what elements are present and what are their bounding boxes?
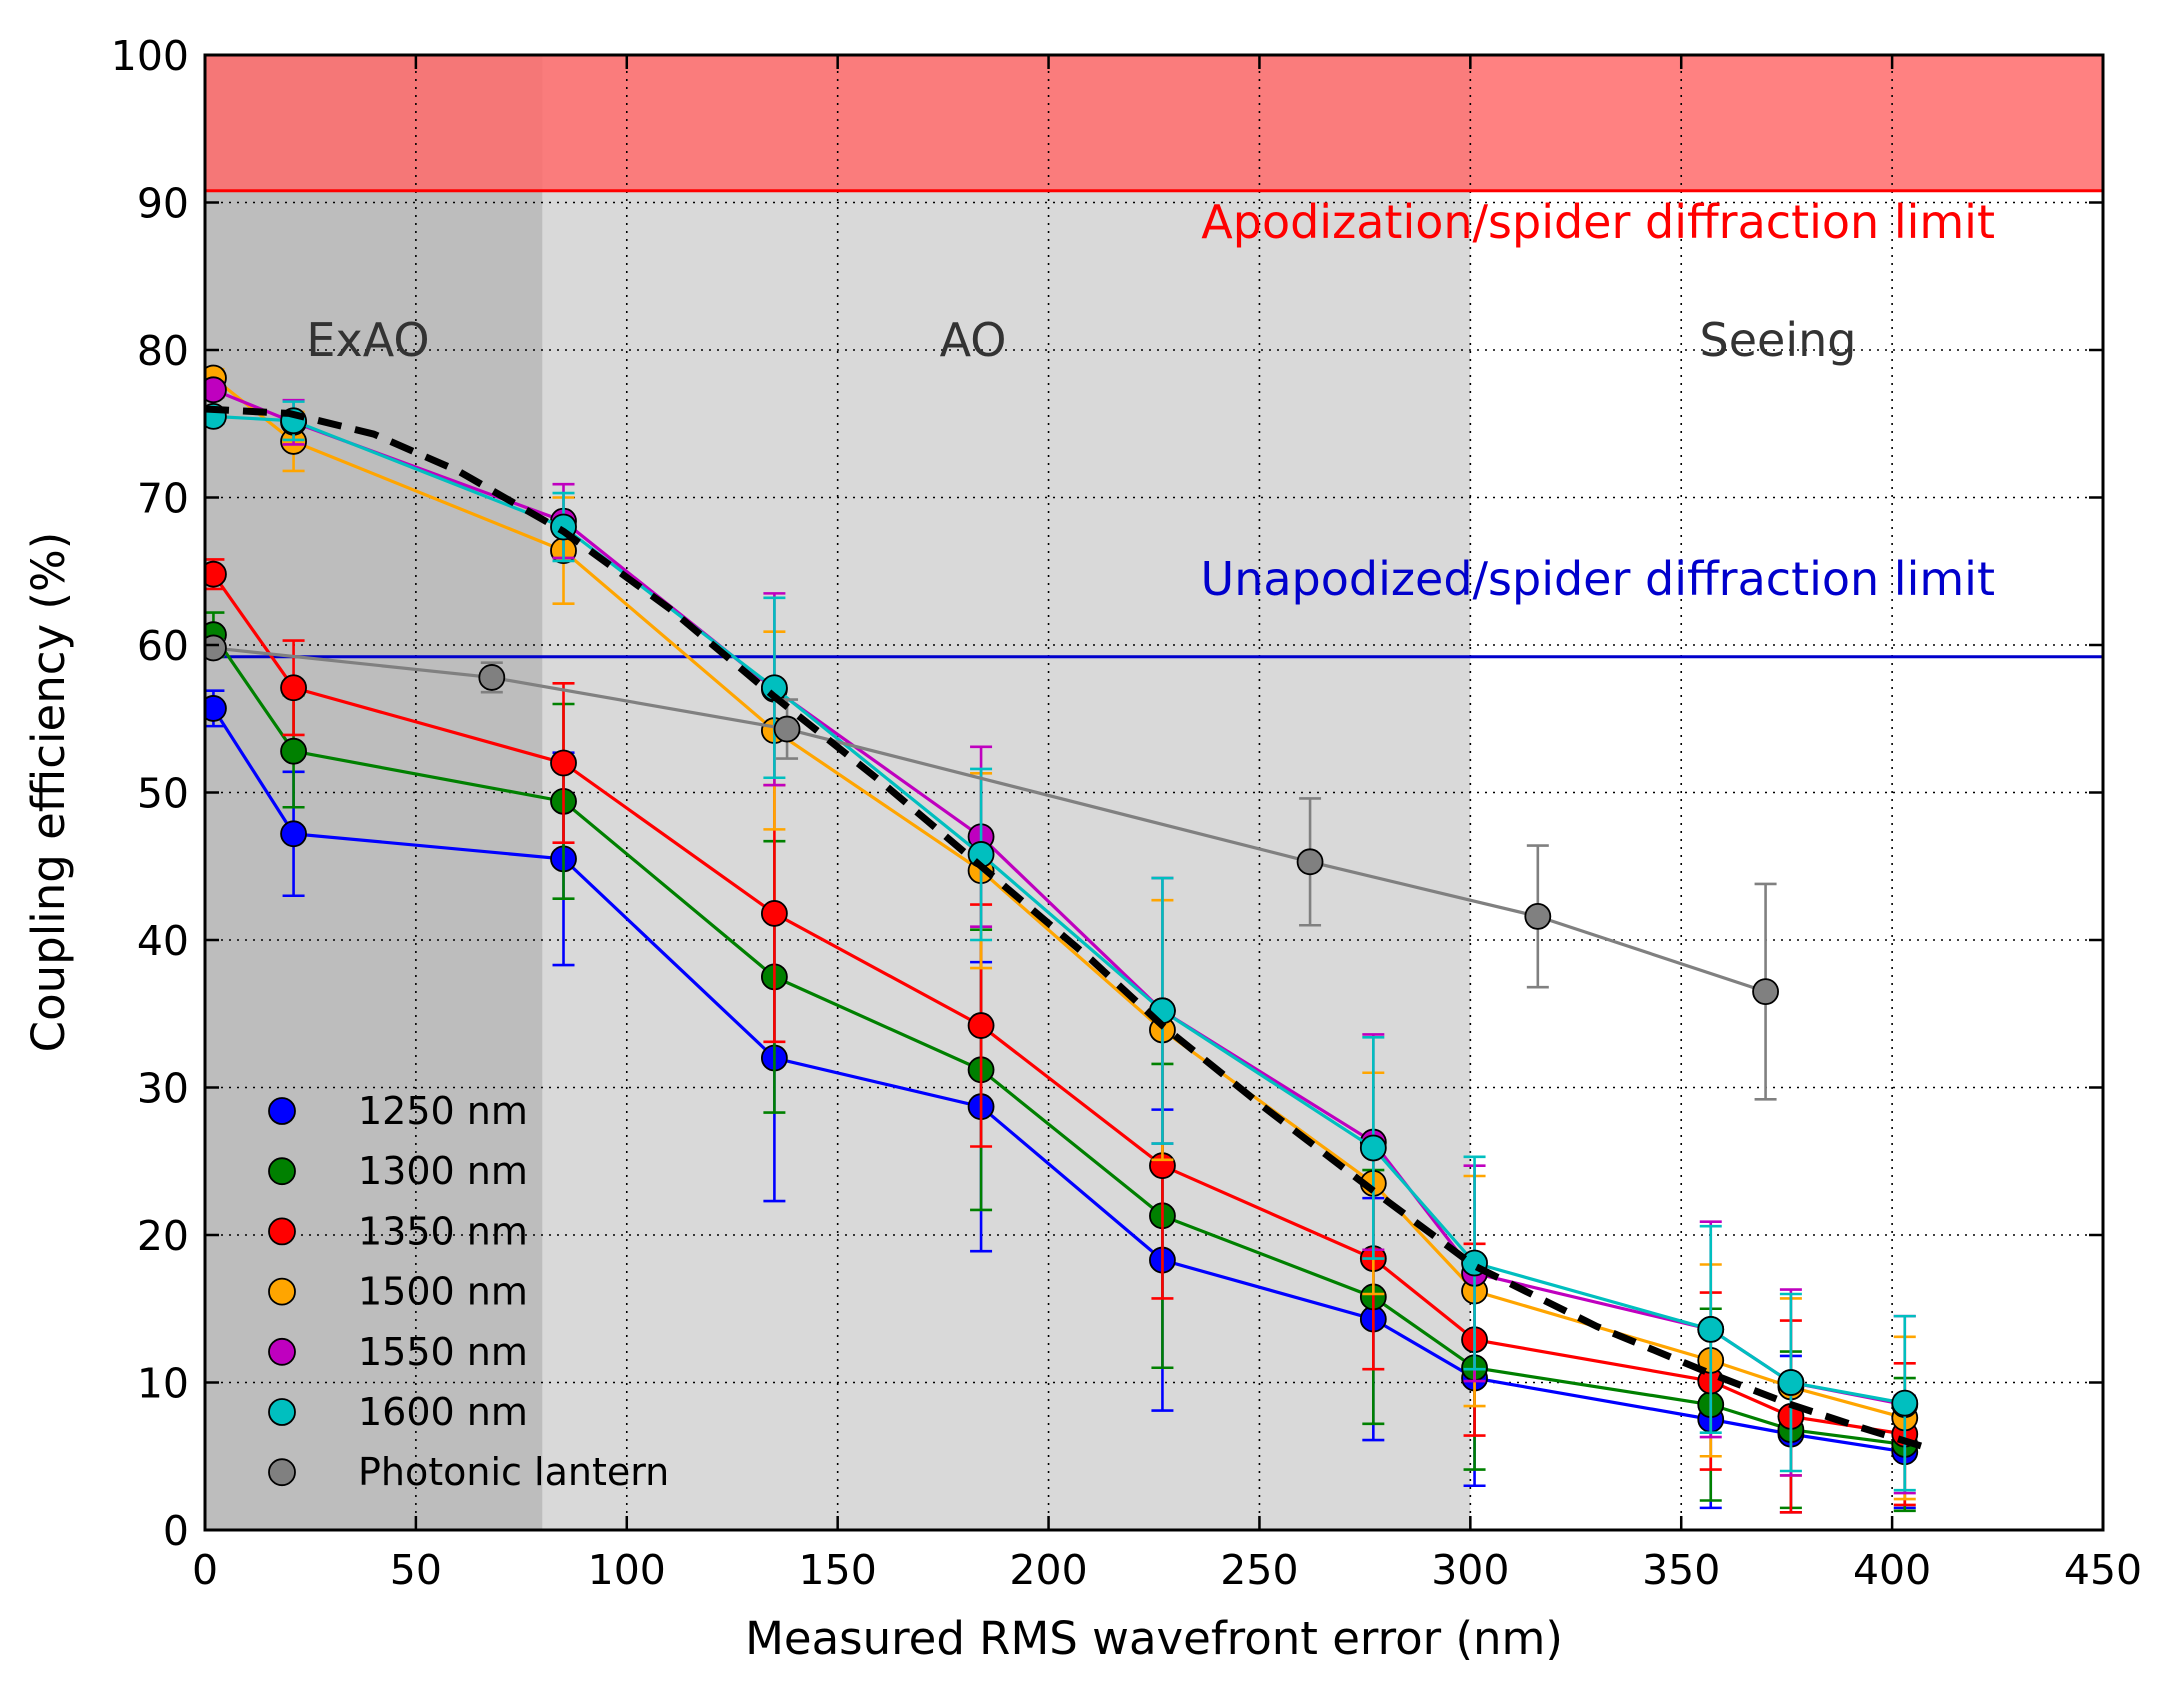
upper-limit-band xyxy=(205,55,2103,191)
legend-label-1600-nm: 1600 nm xyxy=(358,1390,528,1434)
hline-label-unapodized-spider-diffraction-limit: Unapodized/spider diffraction limit xyxy=(1201,552,1995,606)
region-labels: Apodization/spider diffraction limit Unap… xyxy=(306,195,1995,606)
series-photonic-lantern xyxy=(205,634,1779,1101)
hline-label-apodization-spider-diffraction-limit: Apodization/spider diffraction limit xyxy=(1201,195,1995,249)
fit-curve xyxy=(205,405,1927,1451)
y-tick-label: 40 xyxy=(137,917,189,965)
data-point xyxy=(280,737,307,765)
y-tick-label: 50 xyxy=(137,770,189,818)
legend-label-1350-nm: 1350 nm xyxy=(358,1209,528,1253)
region-label-ao: AO xyxy=(940,313,1007,367)
y-tick-label: 80 xyxy=(137,327,189,375)
legend-marker-1250-nm xyxy=(268,1097,296,1125)
data-point xyxy=(1524,903,1552,930)
data-point xyxy=(205,560,227,588)
x-tick-label: 350 xyxy=(1642,1546,1720,1594)
y-tick-label: 90 xyxy=(137,180,189,228)
y-tick-label: 0 xyxy=(163,1507,189,1555)
legend-marker-photonic-lantern xyxy=(268,1458,296,1487)
x-axis-title: Measured RMS wavefront error (nm) xyxy=(745,1612,1563,1665)
data-point xyxy=(1697,1316,1725,1343)
data-point xyxy=(1777,1369,1805,1396)
legend: 1250 nm 1300 nm 1350 nm 1500 nm 1550 nm 1600 … xyxy=(268,1089,669,1494)
grid xyxy=(205,55,2103,1530)
series-line xyxy=(213,646,1767,994)
x-tick-label: 450 xyxy=(2064,1546,2142,1594)
legend-marker-1300-nm xyxy=(268,1157,296,1186)
legend-marker-1600-nm xyxy=(268,1398,296,1426)
data-point xyxy=(967,1012,995,1039)
data-point xyxy=(1752,978,1779,1006)
legend-marker-1550-nm xyxy=(268,1337,296,1366)
y-tick-label: 20 xyxy=(137,1212,189,1260)
data-point xyxy=(205,376,227,404)
data-point xyxy=(550,749,577,777)
legend-label-photonic-lantern: Photonic lantern xyxy=(358,1450,669,1494)
y-tick-label: 10 xyxy=(137,1360,189,1408)
legend-label-1500-nm: 1500 nm xyxy=(358,1270,528,1314)
y-tick-label: 70 xyxy=(137,475,189,523)
region-label-seeing: Seeing xyxy=(1700,313,1857,367)
x-tick-label: 300 xyxy=(1431,1546,1509,1594)
data-point xyxy=(280,820,307,848)
data-point xyxy=(1891,1389,1919,1417)
y-tick-label: 100 xyxy=(111,32,189,80)
limit-lines xyxy=(205,189,2103,659)
x-tick-label: 50 xyxy=(390,1546,442,1594)
y-tick-label: 30 xyxy=(137,1065,189,1113)
region-label-exao: ExAO xyxy=(306,313,429,367)
series-1600-nm xyxy=(205,400,1919,1492)
y-axis-title: Coupling efficiency (%) xyxy=(22,532,75,1053)
x-tick-label: 100 xyxy=(588,1546,666,1594)
legend-label-1550-nm: 1550 nm xyxy=(358,1330,528,1374)
x-tick-label: 250 xyxy=(1220,1546,1298,1594)
data-point xyxy=(1359,1134,1387,1162)
axis-ticks: 0 50 100 150 200 250 300 350 400 450 0 10 20 30 40 50 60… xyxy=(111,32,2142,1594)
data-point xyxy=(478,664,506,691)
legend-label-1300-nm: 1300 nm xyxy=(358,1149,528,1193)
series xyxy=(205,364,1919,1514)
data-point xyxy=(761,900,788,927)
x-tick-label: 400 xyxy=(1853,1546,1931,1594)
x-tick-label: 200 xyxy=(1009,1546,1087,1594)
data-point xyxy=(205,634,227,662)
x-tick-label: 150 xyxy=(799,1546,877,1594)
data-point xyxy=(280,674,307,702)
legend-label-1250-nm: 1250 nm xyxy=(358,1089,528,1133)
data-point xyxy=(1296,848,1324,876)
data-point xyxy=(205,695,227,722)
legend-marker-1500-nm xyxy=(268,1277,296,1306)
data-point xyxy=(773,715,801,743)
y-tick-label: 60 xyxy=(137,622,189,670)
legend-marker-1350-nm xyxy=(268,1217,296,1246)
fit-curve-layer xyxy=(205,405,1927,1451)
x-tick-label: 0 xyxy=(192,1546,218,1594)
